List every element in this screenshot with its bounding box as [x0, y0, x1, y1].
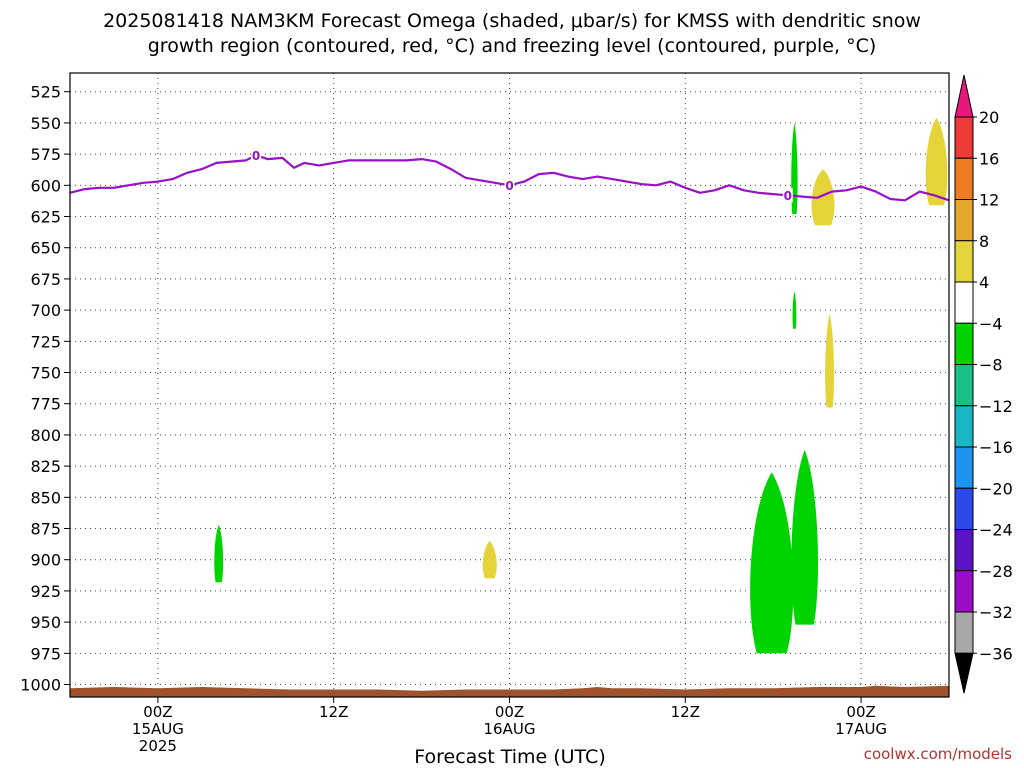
y-axis-pressure: 525 550 575 600 625 650 675 700 725 750 775 800 825 8… [20, 83, 70, 695]
omega-region-6 [811, 169, 835, 226]
y-tick-label: 1000 [20, 676, 61, 695]
omega-colorbar: 20 16 12 8 4 −4 −8 −12 −16 −20 −24 −28 −32 −36 [954, 74, 1013, 694]
freezing-level-line [69, 154, 950, 202]
y-tick-label: 650 [30, 239, 61, 258]
y-tick-label: 800 [30, 426, 61, 445]
grid-lines [70, 73, 949, 697]
colorbar-tick-label: 8 [979, 232, 989, 251]
chart-title-line-1: 2025081418 NAM3KM Forecast Omega (shaded… [103, 10, 921, 32]
y-tick-label: 775 [30, 395, 61, 414]
colorbar-band [954, 157, 974, 200]
colorbar-band [954, 487, 974, 530]
omega-region-2 [750, 472, 794, 654]
omega-region-5 [792, 291, 797, 329]
chart-title-line-2: growth region (contoured, red, °C) and f… [148, 35, 877, 57]
freezing-level-label: 0 [505, 179, 513, 193]
y-tick-label: 900 [30, 551, 61, 570]
x-tick-label: 17AUG [835, 720, 887, 738]
colorbar-tick-label: −36 [979, 644, 1013, 663]
colorbar-tick-label: −32 [979, 603, 1013, 622]
colorbar-band [954, 570, 974, 613]
colorbar-tick-label: −8 [979, 356, 1003, 375]
x-tick-label: 15AUG [132, 720, 184, 738]
colorbar-band [954, 116, 974, 159]
x-tick-label: 00Z [846, 703, 875, 721]
colorbar-tick-label: 4 [979, 273, 989, 292]
colorbar-band [954, 281, 974, 324]
y-tick-label: 575 [30, 145, 61, 164]
y-tick-label: 850 [30, 488, 61, 507]
colorbar-tick-label: −4 [979, 314, 1003, 333]
colorbar-tick-label: −16 [979, 438, 1013, 457]
colorbar-band [954, 364, 974, 407]
colorbar-bottom-arrow [954, 652, 974, 694]
colorbar-tick-label: −20 [979, 479, 1013, 498]
omega-region-7 [825, 313, 835, 408]
colorbar-tick-label: 12 [979, 191, 999, 210]
freezing-level-label-bg [782, 188, 793, 203]
freezing-level-label: 0 [252, 149, 260, 163]
x-tick-label: 00Z [495, 703, 524, 721]
y-tick-label: 700 [30, 301, 61, 320]
y-tick-label: 825 [30, 457, 61, 476]
x-axis-title: Forecast Time (UTC) [414, 746, 605, 768]
terrain-layer [70, 685, 949, 697]
x-tick-label: 12Z [671, 703, 700, 721]
freezing-level-label-bg [251, 148, 262, 163]
y-tick-label: 750 [30, 364, 61, 383]
y-tick-label: 975 [30, 644, 61, 663]
y-tick-label: 625 [30, 208, 61, 227]
colorbar-tick-label: −24 [979, 521, 1013, 540]
colorbar-tick-label: 16 [979, 149, 999, 168]
y-tick-label: 550 [30, 114, 61, 133]
y-tick-label: 675 [30, 270, 61, 289]
colorbar-band [954, 322, 974, 365]
y-tick-label: 925 [30, 582, 61, 601]
omega-region-8 [925, 117, 948, 206]
x-tick-label: 2025 [139, 737, 177, 755]
omega-region-3 [791, 449, 819, 625]
x-tick-label: 16AUG [484, 720, 536, 738]
terrain-fill [70, 685, 949, 697]
x-tick-label: 12Z [319, 703, 348, 721]
omega-region-1 [482, 541, 497, 579]
y-tick-label: 950 [30, 613, 61, 632]
colorbar-band [954, 199, 974, 242]
freezing-level-label: 0 [784, 189, 792, 203]
colorbar-band [954, 529, 974, 572]
omega-region-0 [214, 524, 224, 583]
colorbar-tick-label: −28 [979, 562, 1013, 581]
freezing-level-layer: 0 0 0 [69, 148, 950, 203]
colorbar-tick-label: −12 [979, 397, 1013, 416]
freezing-level-label-bg [504, 178, 515, 193]
omega-shading-layer [214, 117, 948, 654]
colorbar-tick-label: 20 [979, 108, 999, 127]
colorbar-band [954, 240, 974, 283]
colorbar-band [954, 405, 974, 448]
credit-text: coolwx.com/models [864, 745, 1012, 763]
y-tick-label: 525 [30, 83, 61, 102]
colorbar-band [954, 446, 974, 489]
x-tick-label: 00Z [143, 703, 172, 721]
y-tick-label: 725 [30, 332, 61, 351]
y-tick-label: 875 [30, 520, 61, 539]
colorbar-band [954, 611, 974, 654]
y-tick-label: 600 [30, 176, 61, 195]
